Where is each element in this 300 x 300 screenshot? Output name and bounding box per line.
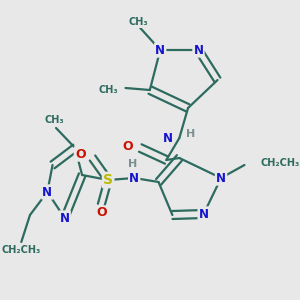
Text: CH₃: CH₃	[44, 115, 64, 125]
Text: S: S	[103, 173, 113, 187]
Text: CH₂CH₃: CH₂CH₃	[2, 245, 41, 255]
Text: N: N	[199, 208, 209, 220]
Text: N: N	[60, 212, 70, 224]
Text: CH₂CH₃: CH₂CH₃	[260, 158, 299, 168]
Text: N: N	[129, 172, 139, 184]
Text: H: H	[128, 159, 137, 169]
Text: O: O	[96, 206, 106, 220]
Text: N: N	[155, 44, 165, 56]
Text: N: N	[42, 185, 52, 199]
Text: N: N	[216, 172, 226, 184]
Text: H: H	[186, 129, 196, 139]
Text: N: N	[194, 44, 203, 56]
Text: O: O	[123, 140, 133, 152]
Text: CH₃: CH₃	[99, 85, 118, 95]
Text: N: N	[162, 131, 172, 145]
Text: CH₃: CH₃	[129, 17, 148, 27]
Text: O: O	[75, 148, 86, 160]
